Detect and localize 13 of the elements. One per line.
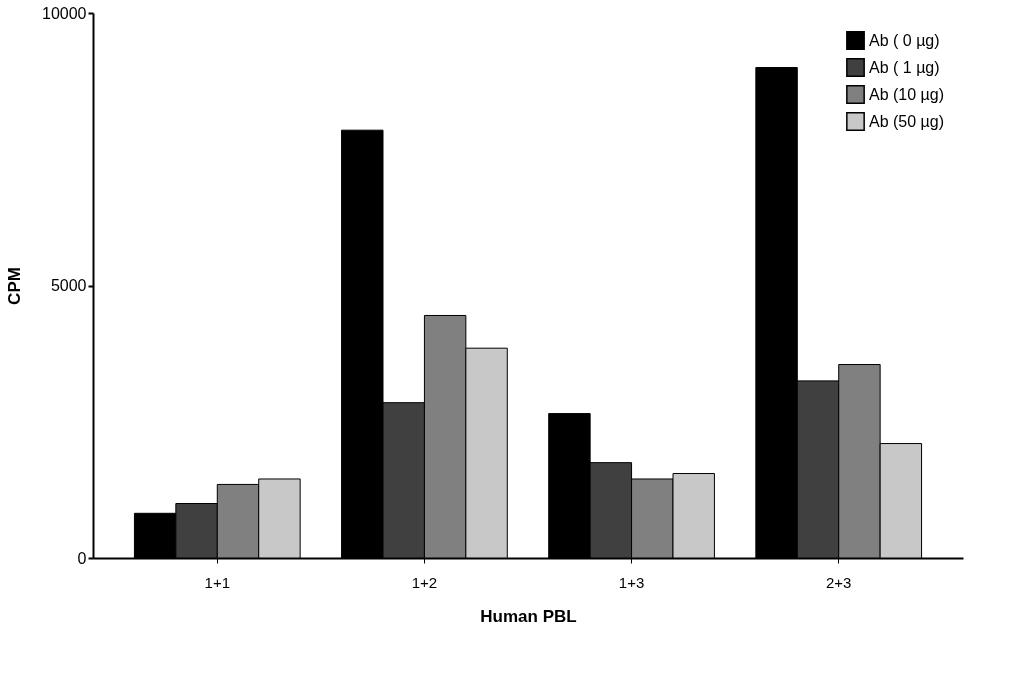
x-axis-title: Human PBL [480,606,577,626]
x-tick-label: 1+1 [204,573,231,591]
legend-label: Ab ( 1 µg) [869,58,940,76]
y-tick-label: 10000 [42,4,87,22]
y-axis-title: CPM [5,267,25,305]
legend-label: Ab (10 µg) [869,85,945,103]
x-tick-label: 2+3 [825,573,852,591]
legend-label: Ab (50 µg) [869,112,945,130]
y-tick-label: 0 [77,549,87,567]
y-tick-label: 5000 [50,277,87,294]
x-tick-label: 1+3 [618,573,645,591]
legend-label: Ab ( 0 µg) [869,31,940,49]
x-tick-label: 1+2 [411,573,438,591]
